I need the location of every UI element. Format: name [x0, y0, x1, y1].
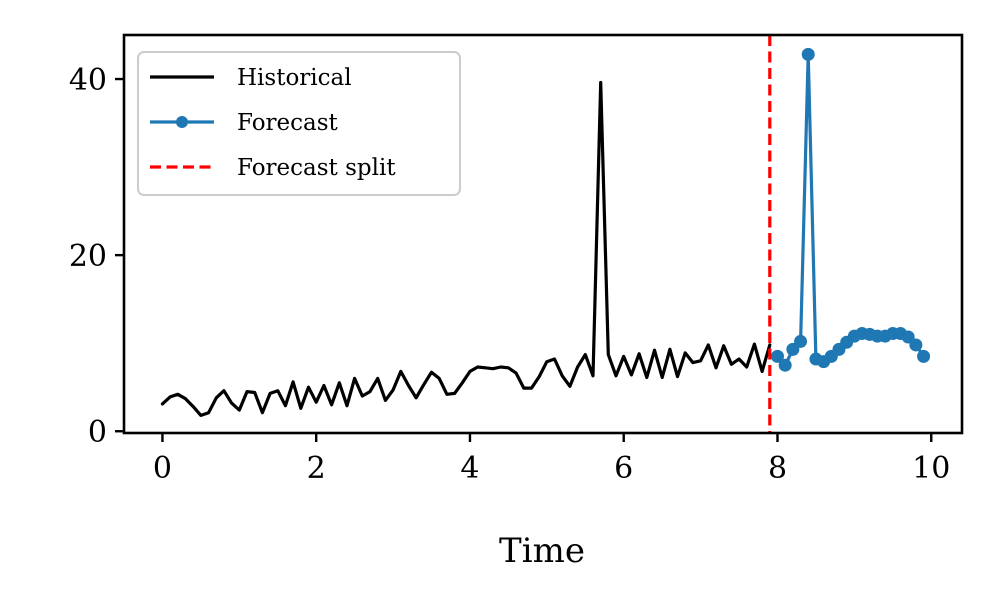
legend-label: Forecast: [237, 110, 339, 136]
axes-layer: 0 2 4 6 8 10 0 20 40: [69, 33, 964, 486]
y-tick-label: 0: [88, 415, 107, 450]
x-tick-label: 2: [307, 451, 326, 486]
legend: Historical Forecast Forecast split: [137, 51, 461, 196]
data-point-forecast: [794, 334, 808, 348]
x-tick-label: 4: [460, 451, 479, 486]
legend-label: Historical: [237, 65, 352, 91]
plot-marks: [160, 35, 931, 433]
legend-frame: [137, 51, 461, 196]
x-tick-label: 6: [614, 451, 633, 486]
x-tick-label: 10: [912, 451, 950, 486]
axes-frame: [122, 33, 964, 435]
data-point-forecast: [801, 47, 815, 61]
data-point-forecast: [770, 349, 784, 363]
data-point-forecast: [909, 338, 923, 352]
x-tick-label: 0: [153, 451, 172, 486]
x-tick-label: 8: [768, 451, 787, 486]
x-axis-label: Time: [499, 531, 585, 571]
y-tick-label: 40: [69, 63, 107, 98]
series-line-historical: [160, 80, 772, 417]
y-tick-label: 20: [69, 239, 107, 274]
data-point-forecast: [778, 358, 792, 372]
legend-marker: [176, 116, 188, 128]
data-point-forecast: [917, 349, 931, 363]
legend-label: Forecast split: [237, 155, 396, 181]
